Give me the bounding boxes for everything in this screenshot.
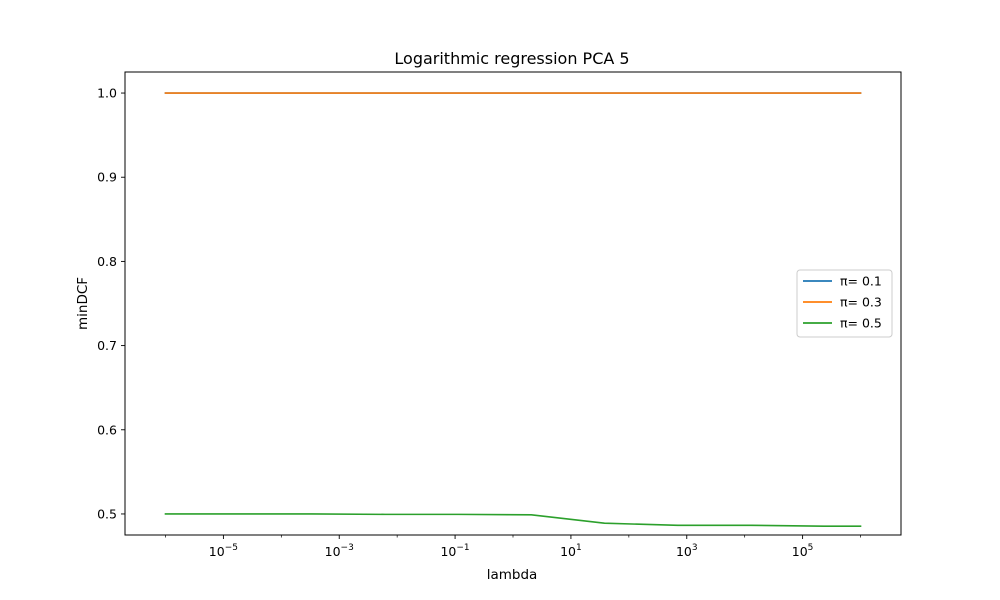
y-tick-label: 0.9 <box>97 170 117 185</box>
x-axis-label: lambda <box>487 567 538 583</box>
y-axis-label: minDCF <box>75 277 91 330</box>
plot-lines <box>164 92 862 527</box>
x-tick-label: 10−3 <box>325 543 354 559</box>
y-tick-label: 0.6 <box>97 422 117 437</box>
y-tick-label: 0.8 <box>97 254 117 269</box>
legend-label-3: π= 0.5 <box>840 316 882 331</box>
series-line-3 <box>164 513 862 527</box>
legend-label-2: π= 0.3 <box>840 295 882 310</box>
legend: π= 0.1 π= 0.3 π= 0.5 <box>796 269 893 338</box>
y-tick-label: 1.0 <box>97 86 117 101</box>
x-tick-label: 105 <box>792 543 814 559</box>
x-tick-label: 103 <box>676 543 698 559</box>
legend-box <box>796 269 893 338</box>
x-tick-label: 10−1 <box>440 543 469 559</box>
x-tick-label: 10−5 <box>209 543 238 559</box>
y-tick-label: 0.5 <box>97 506 117 521</box>
y-axis-ticks: 0.5 0.6 0.7 0.8 0.9 1.0 <box>97 86 125 521</box>
x-axis-ticks: 10−5 10−3 10−1 101 103 105 <box>165 535 861 559</box>
chart-title: Logarithmic regression PCA 5 <box>394 49 629 68</box>
y-tick-label: 0.7 <box>97 338 117 353</box>
x-tick-label: 101 <box>560 543 582 559</box>
legend-label-1: π= 0.1 <box>840 274 882 289</box>
